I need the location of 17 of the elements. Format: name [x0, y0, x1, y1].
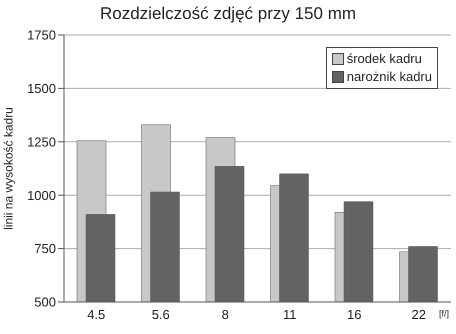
x-tick-label: 5.6	[152, 307, 170, 322]
x-tick-label: 16	[347, 307, 362, 322]
y-tick-label: 750	[34, 241, 56, 256]
chart-title: Rozdzielczość zdjęć przy 150 mm	[98, 4, 358, 24]
x-tick-label: 4.5	[87, 307, 106, 322]
legend-label: narożnik kadru	[346, 68, 432, 86]
x-axis-title: [f/]	[438, 308, 449, 318]
y-axis-title: linii na wysokość kadru	[1, 107, 16, 230]
legend-label: środek kadru	[346, 50, 422, 68]
y-tick-label: 1000	[27, 188, 56, 203]
y-tick-label: 1750	[27, 28, 56, 43]
y-tick-label: 500	[34, 294, 56, 310]
x-tick-label: 22	[412, 307, 426, 322]
x-tick-label: 8	[222, 307, 229, 322]
y-tick-label: 1250	[27, 134, 56, 150]
x-tick-label: 11	[283, 307, 296, 322]
y-tick-label: 1500	[27, 81, 56, 96]
